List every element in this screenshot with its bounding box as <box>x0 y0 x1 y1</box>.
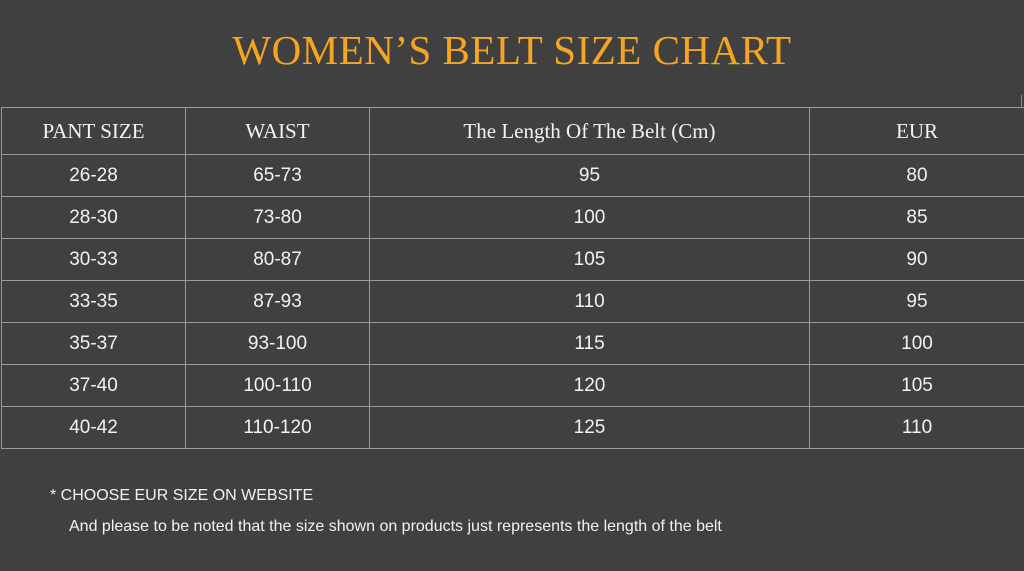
table-cell: 28-30 <box>1 196 186 239</box>
table-row: 28-30 73-80 100 85 <box>1 196 1024 239</box>
table-cell: 30-33 <box>1 238 186 281</box>
column-header: The Length Of The Belt (Cm) <box>369 107 810 155</box>
table-row: 30-33 80-87 105 90 <box>1 238 1024 281</box>
table-row: 26-28 65-73 95 80 <box>1 154 1024 197</box>
table-cell: 37-40 <box>1 364 186 407</box>
table-row: 35-37 93-100 115 100 <box>1 322 1024 365</box>
table-cell: 80-87 <box>185 238 370 281</box>
table-cell: 105 <box>369 238 810 281</box>
table-cell: 125 <box>369 406 810 449</box>
table-cell: 100-110 <box>185 364 370 407</box>
column-header: PANT SIZE <box>1 107 186 155</box>
table-cell: 110 <box>369 280 810 323</box>
page-title: WOMEN’S BELT SIZE CHART <box>232 27 792 73</box>
column-header: EUR <box>809 107 1024 155</box>
table-cell: 100 <box>369 196 810 239</box>
table-cell: 85 <box>809 196 1024 239</box>
table-row: 33-35 87-93 110 95 <box>1 280 1024 323</box>
table-cell: 115 <box>369 322 810 365</box>
table-cell: 73-80 <box>185 196 370 239</box>
table-cell: 93-100 <box>185 322 370 365</box>
size-table: PANT SIZE WAIST The Length Of The Belt (Cm… <box>1 107 1024 449</box>
table-cell: 26-28 <box>1 154 186 197</box>
table-cell: 65-73 <box>185 154 370 197</box>
table-cell: 95 <box>809 280 1024 323</box>
table-cell: 110-120 <box>185 406 370 449</box>
table-cell: 33-35 <box>1 280 186 323</box>
table-cell: 90 <box>809 238 1024 281</box>
table-cell: 110 <box>809 406 1024 449</box>
note-size-explanation: And please to be noted that the size sho… <box>69 518 722 535</box>
table-cell: 120 <box>369 364 810 407</box>
divider <box>1021 95 1022 107</box>
table-cell: 95 <box>369 154 810 197</box>
table-cell: 100 <box>809 322 1024 365</box>
column-header: WAIST <box>185 107 370 155</box>
note-choose-eur: * CHOOSE EUR SIZE ON WEBSITE <box>50 487 314 504</box>
table-cell: 40-42 <box>1 406 186 449</box>
table-cell: 87-93 <box>185 280 370 323</box>
table-header-row: PANT SIZE WAIST The Length Of The Belt (Cm… <box>1 107 1024 155</box>
table-row: 37-40 100-110 120 105 <box>1 364 1024 407</box>
table-cell: 35-37 <box>1 322 186 365</box>
table-cell: 80 <box>809 154 1024 197</box>
table-cell: 105 <box>809 364 1024 407</box>
table-row: 40-42 110-120 125 110 <box>1 406 1024 449</box>
